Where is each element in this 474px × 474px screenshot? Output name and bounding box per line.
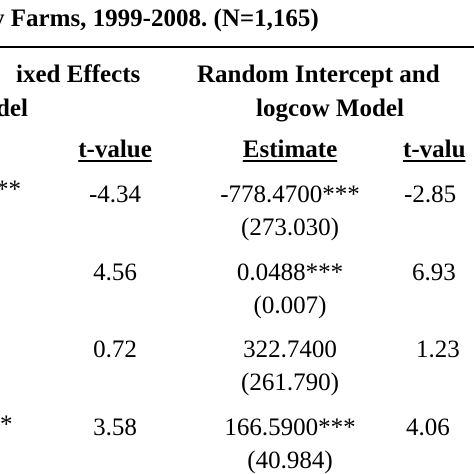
row4-ri-se: (40.984) [247, 447, 333, 474]
row1-fe-tvalue: -4.34 [88, 181, 142, 208]
row1-ri-tvalue: -2.85 [404, 181, 457, 208]
row1-fe-estimate: ** [0, 176, 21, 203]
header-fixed-effects-line2: del [0, 95, 28, 122]
top-rule [0, 46, 474, 48]
row3-ri-estimate: 322.7400 [243, 336, 337, 363]
row2-fe-tvalue: 4.56 [93, 259, 137, 286]
row2-ri-tvalue: 6.93 [412, 259, 456, 286]
row2-ri-estimate: 0.0488*** [236, 259, 344, 286]
row4-fe-estimate: * [0, 411, 13, 438]
row1-ri-estimate: -778.4700*** [220, 181, 360, 208]
col-header-tvalue-fe: t-value [78, 136, 152, 163]
row1-ri-se: (273.030) [241, 214, 339, 241]
row3-fe-tvalue: 0.72 [93, 336, 137, 363]
row2-ri-se: (0.007) [253, 292, 327, 319]
row4-ri-estimate: 166.5900*** [224, 414, 356, 441]
row3-ri-tvalue: 1.23 [416, 336, 460, 363]
col-header-tvalue-ri: t-valu [403, 136, 466, 163]
header-random-line1: Random Intercept and [197, 61, 440, 88]
header-fixed-effects-line1: ixed Effects [16, 61, 141, 88]
row4-fe-tvalue: 3.58 [93, 414, 137, 441]
row4-ri-tvalue: 4.06 [406, 414, 450, 441]
row3-ri-se: (261.790) [241, 369, 339, 396]
col-header-estimate-ri: Estimate [242, 136, 338, 163]
table-title: y Farms, 1999-2008. (N=1,165) [0, 5, 319, 32]
header-random-line2: logcow Model [256, 95, 404, 122]
